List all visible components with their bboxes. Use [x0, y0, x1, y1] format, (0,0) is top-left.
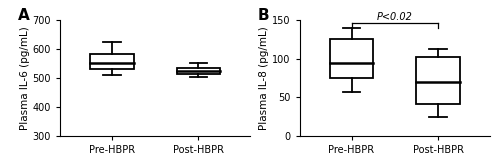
Text: P<0.02: P<0.02: [377, 12, 413, 22]
Bar: [416, 57, 460, 104]
Text: B: B: [258, 8, 270, 23]
Text: A: A: [18, 8, 30, 23]
Bar: [177, 68, 220, 74]
Y-axis label: Plasma IL-8 (pg/mL): Plasma IL-8 (pg/mL): [260, 26, 270, 130]
Bar: [90, 54, 134, 69]
Y-axis label: Plasma IL-6 (pg/mL): Plasma IL-6 (pg/mL): [20, 26, 30, 130]
Bar: [330, 39, 373, 78]
